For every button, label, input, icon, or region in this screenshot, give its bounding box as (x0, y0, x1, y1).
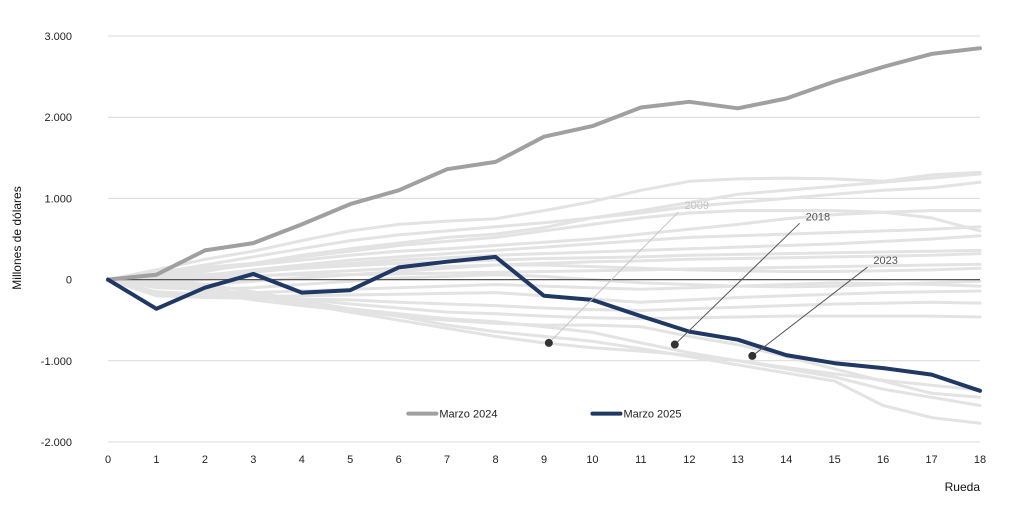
background-series-line (106, 273, 982, 291)
x-tick-label: 17 (925, 454, 937, 466)
background-series-line (106, 278, 982, 425)
annotation-marker (544, 338, 553, 347)
background-series-line (106, 209, 982, 282)
highlight-series (106, 46, 982, 393)
x-tick-label: 3 (250, 454, 256, 466)
x-axis-title: Rueda (945, 480, 981, 494)
annotation-leader-line (548, 211, 679, 344)
background-series-line (106, 278, 982, 399)
y-tick-label: 2.000 (44, 112, 72, 124)
y-tick-label: 3.000 (44, 31, 72, 43)
legend-label: Marzo 2025 (623, 409, 681, 421)
y-axis-title: Millones de dólares (10, 186, 24, 289)
x-axis-ticks: 0 1 2 3 4 5 6 7 8 9 10 11 12 13 14 15 16 17 18 (105, 454, 986, 466)
x-tick-label: 7 (444, 454, 450, 466)
legend: Marzo 2024 Marzo 2025 (406, 409, 682, 421)
background-series-line (106, 278, 982, 312)
x-tick-label: 15 (829, 454, 841, 466)
series-line-marzo-2025 (106, 254, 982, 393)
annotation-leader-line (674, 222, 800, 345)
x-tick-label: 4 (299, 454, 305, 466)
background-series-line (106, 180, 982, 282)
annotation-label: 2009 (684, 200, 708, 212)
series-line-marzo-2024 (106, 46, 982, 282)
x-tick-label: 13 (732, 454, 744, 466)
background-series-line (106, 278, 982, 392)
x-tick-label: 10 (586, 454, 598, 466)
y-tick-label: -2.000 (41, 437, 72, 449)
y-tick-label: 0 (66, 275, 72, 287)
x-tick-label: 6 (396, 454, 402, 466)
background-series-line (106, 248, 982, 282)
x-tick-label: 9 (541, 454, 547, 466)
gridlines (108, 35, 980, 443)
x-tick-label: 5 (347, 454, 353, 466)
background-series-line (106, 263, 982, 288)
annotation-label: 2023 (873, 255, 897, 267)
background-series-line (106, 170, 982, 282)
background-series-line (106, 278, 982, 321)
y-tick-label: -1.000 (41, 356, 72, 368)
x-tick-label: 1 (153, 454, 159, 466)
annotation-marker (670, 340, 679, 349)
background-series (106, 170, 982, 425)
x-tick-label: 0 (105, 454, 111, 466)
legend-label: Marzo 2024 (439, 409, 497, 421)
x-tick-label: 14 (780, 454, 792, 466)
x-tick-label: 18 (974, 454, 986, 466)
y-tick-label: 1.000 (44, 193, 72, 205)
x-tick-label: 12 (683, 454, 695, 466)
y-axis-ticks: 3.000 2.000 1.000 0 -1.000 -2.000 (41, 31, 72, 449)
x-tick-label: 16 (877, 454, 889, 466)
background-series-line (106, 225, 982, 282)
annotation-leader-line (752, 266, 868, 357)
background-series-line (106, 209, 982, 282)
x-tick-label: 8 (492, 454, 498, 466)
x-tick-label: 2 (202, 454, 208, 466)
annotation-label: 2018 (806, 211, 830, 223)
x-tick-label: 11 (635, 454, 646, 466)
annotation-marker (748, 351, 757, 360)
annotations: 2009 2018 2023 (544, 200, 898, 360)
